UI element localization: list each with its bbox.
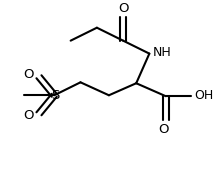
Text: O: O [23,68,33,81]
Text: S: S [51,89,60,102]
Text: NH: NH [153,46,171,59]
Text: O: O [158,123,169,136]
Text: OH: OH [194,89,213,102]
Text: O: O [118,2,128,15]
Text: O: O [23,109,33,122]
